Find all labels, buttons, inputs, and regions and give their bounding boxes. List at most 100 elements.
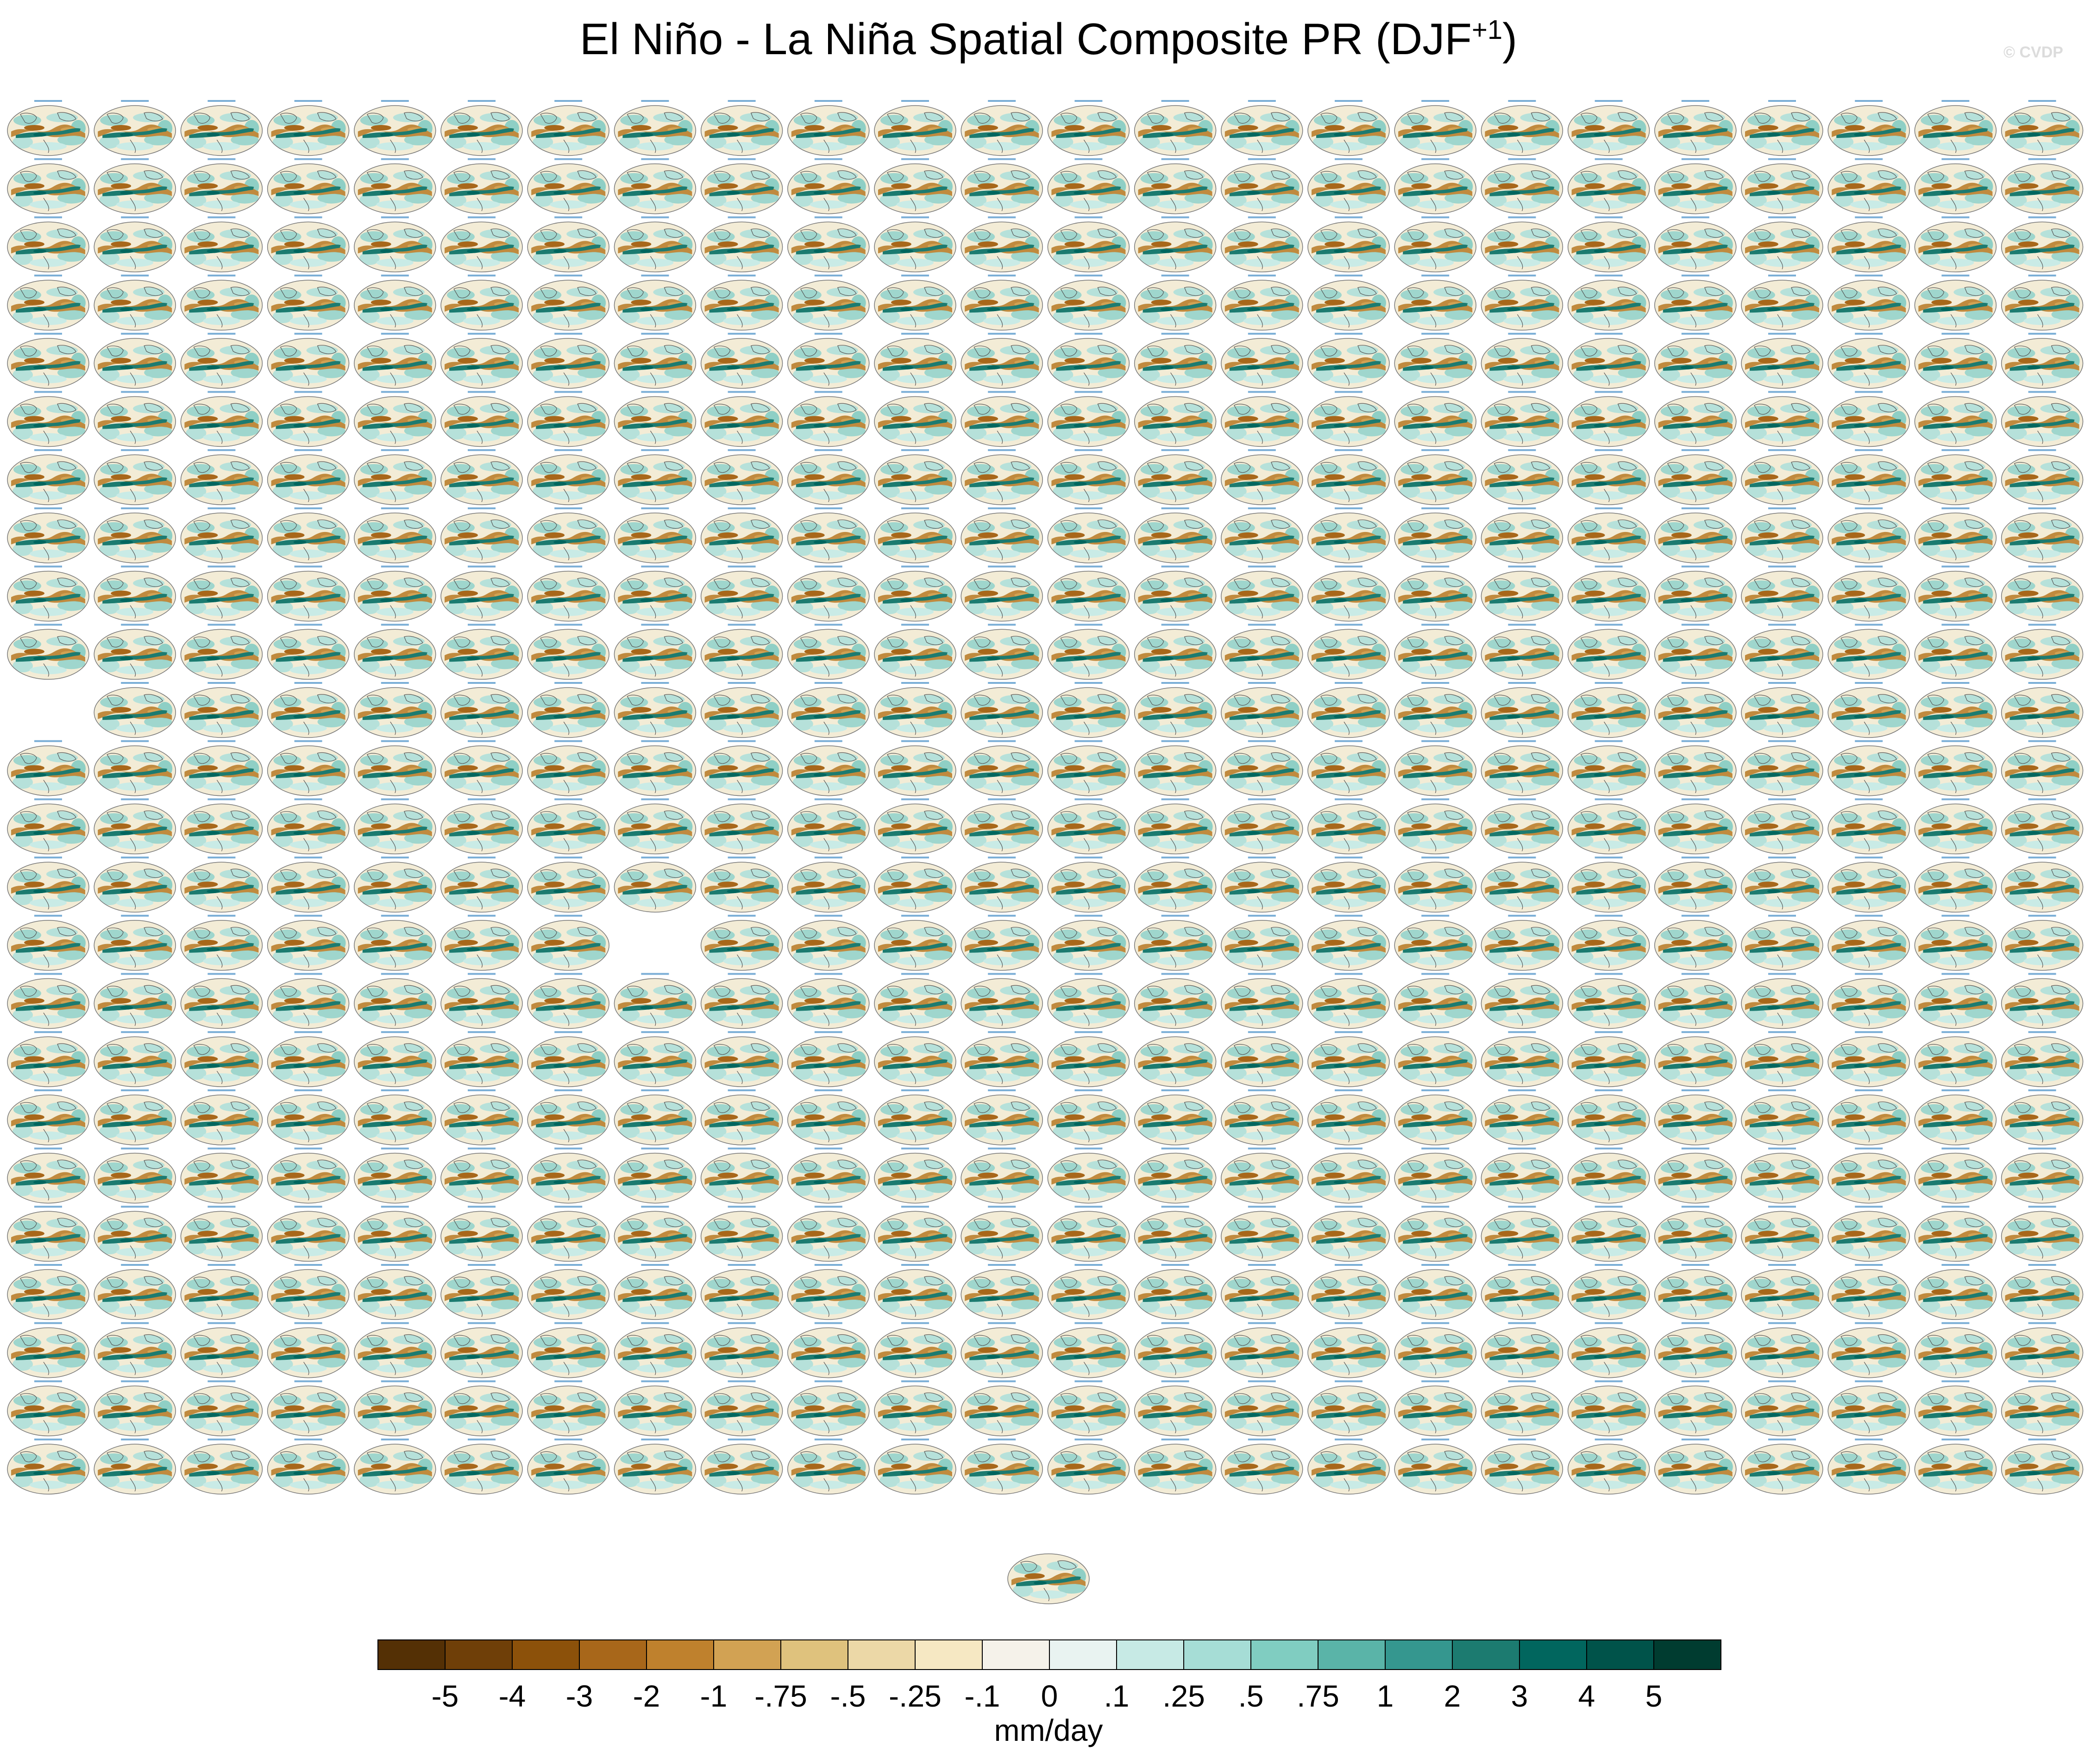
- map-panel-r22-c22: [1915, 1380, 1996, 1436]
- map-panel-r13-c5: [441, 857, 522, 912]
- map-panel-r21-c11: [961, 1322, 1042, 1378]
- map-panel-r9-c18: [1568, 624, 1650, 679]
- map-panel-r9-c0: [7, 624, 89, 679]
- map-panel-r16-c2: [181, 1031, 262, 1087]
- map-panel-r16-c11: [961, 1031, 1042, 1087]
- map-panel-r4-c3: [268, 332, 349, 388]
- map-panel-r14-c23: [2002, 914, 2083, 970]
- map-panel-r5-c7: [614, 391, 696, 447]
- map-panel-r5-c6: [527, 391, 609, 447]
- map-panel-r23-c15: [1308, 1439, 1389, 1494]
- map-panel-r5-c16: [1394, 391, 1476, 447]
- map-panel-r20-c3: [268, 1264, 349, 1320]
- map-panel-r9-c1: [94, 624, 176, 679]
- map-panel-r8-c23: [2002, 565, 2083, 621]
- map-panel-r2-c22: [1915, 216, 1996, 272]
- map-panel-r17-c9: [788, 1089, 869, 1145]
- map-panel-r9-c22: [1915, 624, 1996, 679]
- map-panel-r12-c2: [181, 798, 262, 854]
- map-panel-r3-c20: [1741, 275, 1823, 330]
- map-panel-r10-c9: [788, 682, 869, 738]
- map-panel-r4-c8: [701, 332, 783, 388]
- map-panel-r13-c4: [354, 857, 436, 912]
- map-panel-r15-c13: [1135, 973, 1216, 1029]
- map-panel-r1-c7: [614, 158, 696, 214]
- map-panel-r7-c1: [94, 507, 176, 563]
- map-panel-r21-c19: [1655, 1322, 1736, 1378]
- map-panel-r3-c12: [1048, 275, 1129, 330]
- map-panel-r13-c3: [268, 857, 349, 912]
- map-panel-r17-c1: [94, 1089, 176, 1145]
- map-panel-r0-c2: [181, 100, 262, 156]
- map-panel-r18-c2: [181, 1147, 262, 1203]
- map-panel-r0-c9: [788, 100, 869, 156]
- map-panel-r6-c8: [701, 449, 783, 505]
- map-panel-r19-c6: [527, 1206, 609, 1261]
- colorbar-box-18: [1586, 1639, 1654, 1670]
- map-panel-r11-c21: [1828, 740, 1909, 796]
- map-panel-r21-c13: [1135, 1322, 1216, 1378]
- map-panel-r13-c22: [1915, 857, 1996, 912]
- map-panel-r16-c9: [788, 1031, 869, 1087]
- map-panel-r11-c11: [961, 740, 1042, 796]
- map-panel-r16-c23: [2002, 1031, 2083, 1087]
- map-panel-r0-c16: [1394, 100, 1476, 156]
- map-panel-r12-c14: [1221, 798, 1303, 854]
- map-panel-r12-c23: [2002, 798, 2083, 854]
- map-panel-r14-c0: [7, 914, 89, 970]
- map-panel-r9-c11: [961, 624, 1042, 679]
- map-panel-r15-c6: [527, 973, 609, 1029]
- map-panel-r11-c14: [1221, 740, 1303, 796]
- map-panel-r15-c5: [441, 973, 522, 1029]
- map-panel-r2-c14: [1221, 216, 1303, 272]
- map-panel-r3-c18: [1568, 275, 1650, 330]
- map-panel-r7-c16: [1394, 507, 1476, 563]
- map-panel-r4-c12: [1048, 332, 1129, 388]
- map-panel-r18-c19: [1655, 1147, 1736, 1203]
- map-panel-r0-c14: [1221, 100, 1303, 156]
- map-panel-r20-c11: [961, 1264, 1042, 1320]
- map-panel-r6-c9: [788, 449, 869, 505]
- map-panel-r23-c10: [874, 1439, 956, 1494]
- map-panel-r8-c9: [788, 565, 869, 621]
- colorbar-tick-label: 5: [1645, 1679, 1663, 1713]
- map-panel-r11-c18: [1568, 740, 1650, 796]
- map-panel-r1-c10: [874, 158, 956, 214]
- map-panel-r19-c23: [2002, 1206, 2083, 1261]
- map-panel-r10-c14: [1221, 682, 1303, 738]
- map-panel-r2-c17: [1481, 216, 1563, 272]
- map-panel-r2-c21: [1828, 216, 1909, 272]
- map-panel-r21-c0: [7, 1322, 89, 1378]
- map-panel-r1-c18: [1568, 158, 1650, 214]
- map-panel-r15-c12: [1048, 973, 1129, 1029]
- map-panel-r17-c21: [1828, 1089, 1909, 1145]
- colorbar-box-10: [1049, 1639, 1117, 1670]
- colorbar-tick-label: -3: [566, 1679, 593, 1713]
- map-panel-r11-c13: [1135, 740, 1216, 796]
- map-panel-r20-c17: [1481, 1264, 1563, 1320]
- map-panel-r11-c1: [94, 740, 176, 796]
- map-panel-r8-c1: [94, 565, 176, 621]
- map-panel-r17-c8: [701, 1089, 783, 1145]
- map-panel-r21-c3: [268, 1322, 349, 1378]
- map-panel-r11-c17: [1481, 740, 1563, 796]
- colorbar-tick-label: -2: [633, 1679, 660, 1713]
- map-panel-r14-c2: [181, 914, 262, 970]
- map-panel-r0-c17: [1481, 100, 1563, 156]
- map-panel-r14-c16: [1394, 914, 1476, 970]
- map-panel-r18-c6: [527, 1147, 609, 1203]
- map-panel-r13-c15: [1308, 857, 1389, 912]
- map-panel-r10-c23: [2002, 682, 2083, 738]
- map-panel-r3-c7: [614, 275, 696, 330]
- map-panel-r15-c8: [701, 973, 783, 1029]
- map-panel-r12-c10: [874, 798, 956, 854]
- map-panel-r23-c21: [1828, 1439, 1909, 1494]
- map-panel-r17-c15: [1308, 1089, 1389, 1145]
- map-panel-r5-c18: [1568, 391, 1650, 447]
- map-panel-r21-c2: [181, 1322, 262, 1378]
- map-panel-r5-c10: [874, 391, 956, 447]
- map-panel-r5-c11: [961, 391, 1042, 447]
- map-panel-r4-c2: [181, 332, 262, 388]
- map-panel-r0-c21: [1828, 100, 1909, 156]
- map-panel-r22-c20: [1741, 1380, 1823, 1436]
